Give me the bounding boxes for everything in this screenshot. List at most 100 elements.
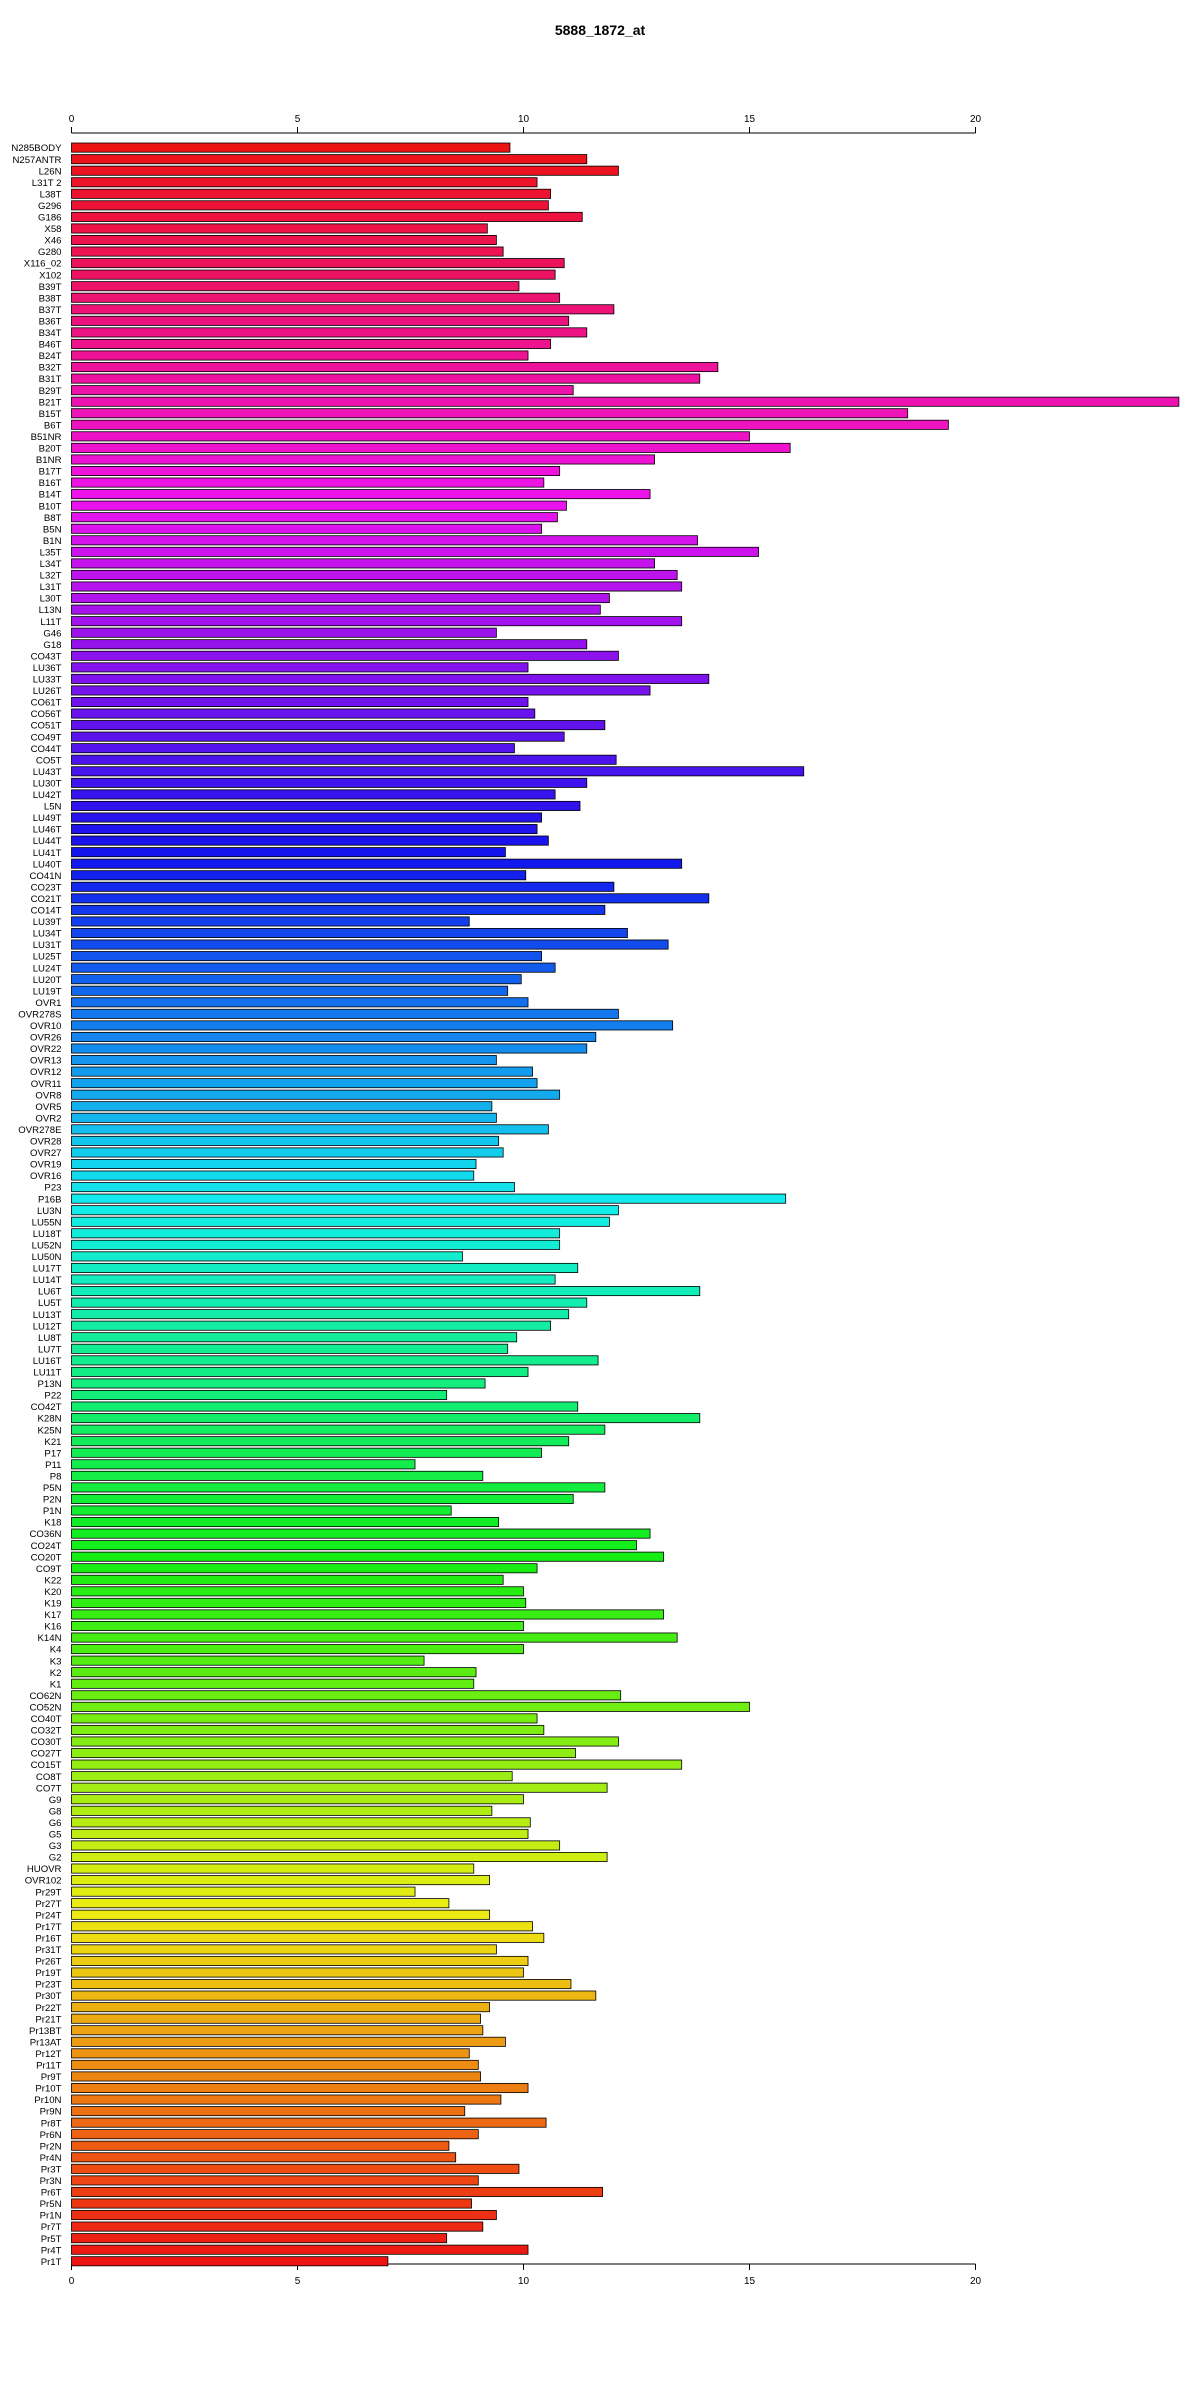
category-label: CO52N [30, 1702, 62, 1713]
bar [71, 1401, 579, 1412]
bar [71, 1563, 538, 1574]
category-label: B24T [39, 351, 62, 362]
category-label: LU25T [33, 952, 62, 963]
bar [71, 720, 606, 731]
category-label: CO27T [31, 1749, 62, 1760]
bar [71, 304, 615, 315]
bar [71, 1690, 622, 1701]
category-label: B32T [39, 363, 62, 374]
bar [71, 1701, 750, 1712]
category-label: OVR28 [30, 1137, 61, 1148]
bar [71, 951, 542, 962]
bar [71, 1771, 513, 1782]
category-label: L13N [39, 605, 62, 616]
category-label: OVR5 [35, 1102, 61, 1113]
category-label: LU13T [33, 1310, 62, 1321]
bar [71, 616, 683, 627]
x-axis-top-tick-label: 0 [69, 114, 75, 125]
bar [71, 2152, 457, 2163]
bar [71, 1621, 524, 1632]
category-label: B15T [39, 409, 62, 420]
category-label: B38T [39, 293, 62, 304]
bar [71, 1932, 545, 1943]
bar [71, 1459, 416, 1470]
bar [71, 442, 791, 453]
category-label: LU41T [33, 848, 62, 859]
bar [71, 246, 504, 257]
bar [71, 362, 719, 373]
category-label: Pr19T [35, 1968, 61, 1979]
bar [71, 1898, 450, 1909]
category-label: LU50N [32, 1252, 62, 1263]
bar [71, 2233, 448, 2244]
category-label: Pr5T [41, 2234, 62, 2245]
bar [71, 1147, 504, 1158]
category-label: OVR27 [30, 1148, 61, 1159]
bar [71, 1251, 463, 1262]
bar [71, 2059, 479, 2070]
category-label: CO30T [31, 1737, 62, 1748]
bar [71, 639, 588, 650]
bar [71, 500, 567, 511]
category-label: B5N [43, 524, 62, 535]
bar [71, 812, 542, 823]
category-label: K25N [38, 1425, 62, 1436]
category-label: K3 [50, 1656, 62, 1667]
bar [71, 743, 515, 754]
category-label: OVR11 [31, 1079, 62, 1090]
bar [71, 350, 529, 361]
bar [71, 1609, 665, 1620]
category-label: Pr8T [41, 2118, 62, 2129]
bar [71, 2117, 547, 2128]
category-label: Pr6N [40, 2130, 62, 2141]
x-axis-bottom-tick-label: 10 [518, 2276, 530, 2287]
category-label: OVR16 [30, 1171, 61, 1182]
bar [71, 1170, 475, 1181]
category-label: CO15T [31, 1760, 62, 1771]
category-label: LU7T [38, 1344, 62, 1355]
bar [71, 1805, 493, 1816]
bar [71, 997, 529, 1008]
category-label: K2 [50, 1668, 62, 1679]
bar [71, 1413, 701, 1424]
bar [71, 2025, 484, 2036]
bar [71, 1794, 524, 1805]
bar [71, 881, 615, 892]
bar [71, 1008, 619, 1019]
bar [71, 870, 527, 881]
category-label: G3 [49, 1841, 62, 1852]
category-label: Pr23T [35, 1980, 61, 1991]
x-axis-bottom: 0 5 10 15 20 [69, 2263, 981, 2287]
category-label: Pr4N [40, 2153, 62, 2164]
category-label: X116_02 [24, 259, 62, 270]
category-label: L34T [40, 559, 62, 570]
bar [71, 1239, 561, 1250]
category-label: K22 [44, 1575, 61, 1586]
bar [71, 1678, 475, 1689]
bar [71, 1274, 556, 1285]
bar [71, 985, 509, 996]
bar [71, 1540, 637, 1551]
category-label: B39T [39, 282, 62, 293]
category-label: Pr9N [40, 2107, 62, 2118]
bar [71, 1967, 524, 1978]
bar [71, 1205, 619, 1216]
bar [71, 2013, 481, 2024]
category-label: OVR2 [35, 1113, 61, 1124]
category-label: LU43T [33, 767, 62, 778]
category-label: Pr10N [34, 2095, 61, 2106]
bar [71, 1713, 538, 1724]
bar [71, 1182, 515, 1193]
category-label: Pr29T [35, 1887, 61, 1898]
category-label: L5N [44, 802, 62, 813]
category-label: K17 [44, 1610, 61, 1621]
x-axis-top-tick-label: 5 [295, 114, 301, 125]
bar [71, 962, 556, 973]
category-label: LU49T [33, 813, 62, 824]
bar [71, 928, 628, 939]
bar [71, 2221, 484, 2232]
bar [71, 2094, 502, 2105]
category-label: B10T [39, 501, 62, 512]
bar [71, 1447, 542, 1458]
category-label: B1N [43, 536, 62, 547]
